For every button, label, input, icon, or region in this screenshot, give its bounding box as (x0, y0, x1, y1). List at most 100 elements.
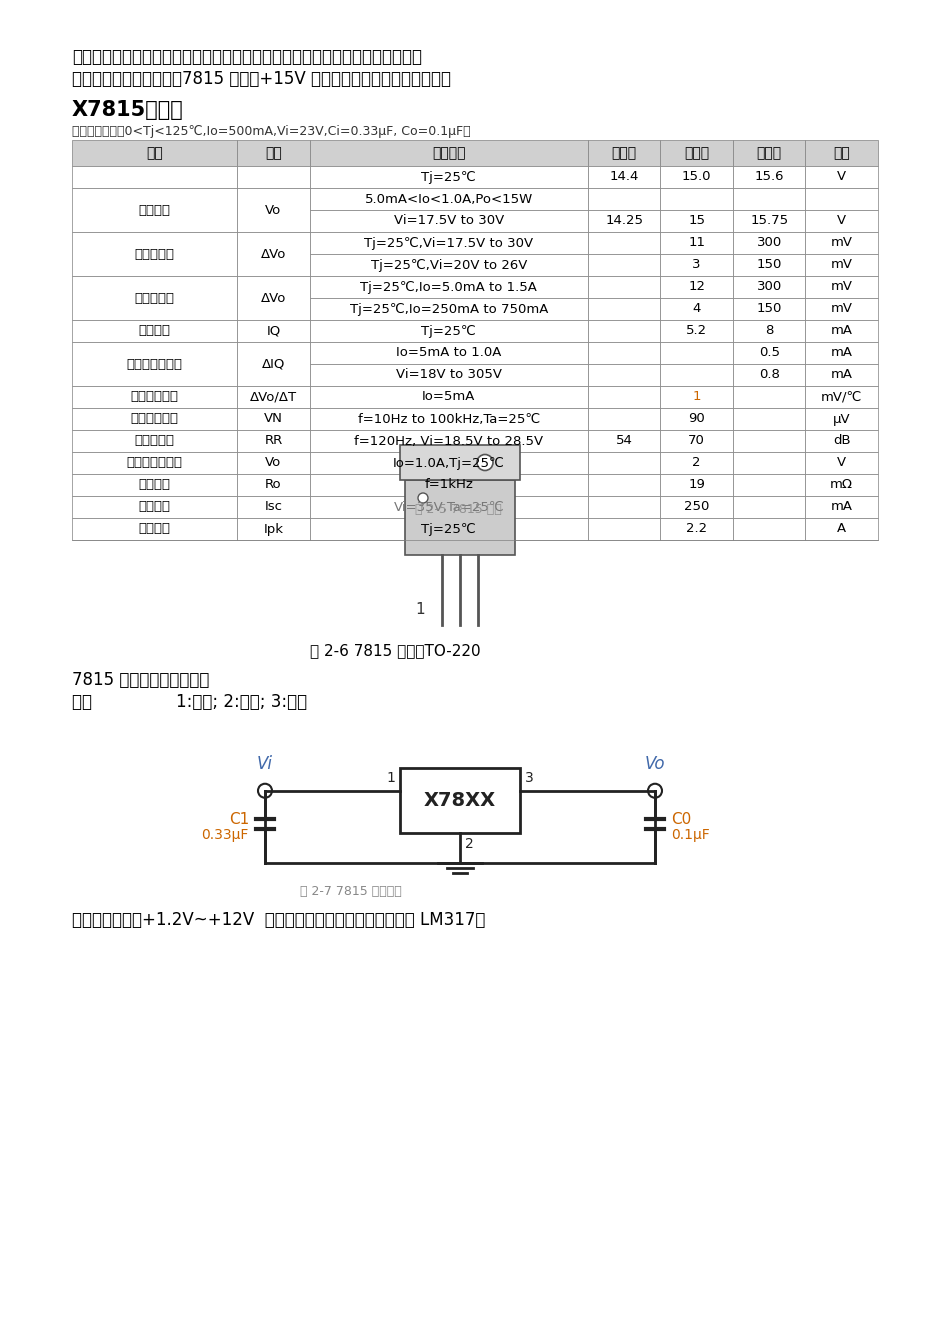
Text: 90: 90 (688, 413, 705, 426)
Bar (310, 341, 588, 364)
Bar (588, 210, 660, 233)
Bar (310, 276, 588, 298)
Bar (732, 254, 806, 276)
Text: 输入输出电压差: 输入输出电压差 (126, 457, 182, 469)
Bar (310, 233, 588, 254)
Text: 单位: 单位 (833, 146, 850, 160)
Text: V: V (837, 171, 846, 184)
Text: 0.8: 0.8 (759, 368, 780, 382)
Text: 1: 1 (415, 602, 425, 617)
Bar (588, 167, 660, 188)
Text: 15.75: 15.75 (750, 215, 788, 227)
Bar (732, 210, 806, 233)
Text: 19: 19 (688, 478, 705, 492)
Bar (806, 167, 878, 188)
Text: Isc: Isc (264, 500, 282, 513)
Bar (310, 254, 588, 276)
Text: 150: 150 (756, 258, 782, 271)
Text: 静态电流变化率: 静态电流变化率 (126, 358, 182, 371)
Text: 最大值: 最大值 (756, 146, 782, 160)
Bar (660, 517, 732, 540)
Bar (806, 254, 878, 276)
Bar (72, 140, 238, 167)
Bar (310, 210, 588, 233)
Text: f=10Hz to 100kHz,Ta=25℃: f=10Hz to 100kHz,Ta=25℃ (358, 413, 540, 426)
Bar (72, 386, 238, 409)
Text: 12: 12 (688, 281, 705, 293)
Text: 参数: 参数 (146, 146, 163, 160)
Text: 典型值: 典型值 (684, 146, 710, 160)
Text: ΔVo/ΔT: ΔVo/ΔT (250, 391, 297, 403)
Text: mV: mV (830, 302, 853, 316)
Text: f=1kHz: f=1kHz (425, 478, 473, 492)
Bar (660, 140, 732, 167)
Bar (310, 474, 588, 496)
Bar (732, 430, 806, 452)
Text: 符号: 符号 (265, 146, 282, 160)
Text: IQ: IQ (266, 324, 280, 337)
Text: 14.25: 14.25 (605, 215, 643, 227)
Text: Vo: Vo (265, 457, 281, 469)
Text: mA: mA (830, 500, 853, 513)
Bar (72, 517, 238, 540)
Bar (72, 409, 238, 430)
Bar (732, 409, 806, 430)
Text: 1: 1 (693, 391, 701, 403)
Text: dB: dB (833, 434, 850, 448)
Bar (588, 452, 660, 474)
Text: Tj=25℃: Tj=25℃ (422, 171, 476, 184)
Text: V: V (837, 457, 846, 469)
Bar (72, 496, 238, 517)
Bar (238, 496, 310, 517)
Circle shape (418, 493, 428, 503)
Text: Tj=25℃,Io=250mA to 750mA: Tj=25℃,Io=250mA to 750mA (350, 302, 548, 316)
Bar (238, 474, 310, 496)
Text: 图 2-6 7815 引脚图TO-220: 图 2-6 7815 引脚图TO-220 (310, 642, 481, 659)
Bar (310, 364, 588, 386)
Bar (806, 210, 878, 233)
Bar (310, 298, 588, 320)
Text: 纹波抑制比: 纹波抑制比 (135, 434, 175, 448)
Bar (238, 233, 310, 276)
Bar (310, 386, 588, 409)
Bar (310, 496, 588, 517)
Text: mV: mV (830, 281, 853, 293)
Bar (72, 188, 238, 233)
Text: 0.1μF: 0.1μF (671, 828, 710, 841)
Text: 11: 11 (688, 237, 705, 250)
Text: 4: 4 (693, 302, 701, 316)
Bar (72, 452, 238, 474)
Bar (806, 341, 878, 364)
Text: 7815 标准应用如以下图所: 7815 标准应用如以下图所 (72, 671, 209, 689)
Text: 峰值电流: 峰值电流 (139, 523, 171, 535)
Bar (588, 320, 660, 341)
Text: 250: 250 (684, 500, 710, 513)
Text: ΔIQ: ΔIQ (262, 358, 285, 371)
Text: V: V (837, 215, 846, 227)
Bar (660, 409, 732, 430)
Text: RR: RR (264, 434, 283, 448)
Text: 70: 70 (688, 434, 705, 448)
Text: Io=5mA: Io=5mA (422, 391, 476, 403)
Bar (732, 517, 806, 540)
Circle shape (648, 784, 662, 798)
Text: 本设计实现输出+1.2V~+12V  可调电压时承受可调式三端稳压器 LM317。: 本设计实现输出+1.2V~+12V 可调电压时承受可调式三端稳压器 LM317。 (72, 911, 485, 929)
Bar (660, 188, 732, 210)
Text: Tj=25℃,Vi=17.5V to 30V: Tj=25℃,Vi=17.5V to 30V (364, 237, 533, 250)
Bar (660, 452, 732, 474)
Bar (806, 364, 878, 386)
Text: 线性调整率: 线性调整率 (135, 247, 175, 261)
Bar (238, 276, 310, 320)
Bar (238, 320, 310, 341)
Bar (660, 210, 732, 233)
Bar (238, 409, 310, 430)
Text: Ro: Ro (265, 478, 282, 492)
Bar (660, 233, 732, 254)
Bar (660, 298, 732, 320)
Bar (72, 276, 238, 320)
Text: 输出阻抗: 输出阻抗 (139, 478, 171, 492)
Text: Vi: Vi (257, 755, 273, 773)
Text: μV: μV (833, 413, 850, 426)
Bar (732, 364, 806, 386)
Bar (732, 496, 806, 517)
